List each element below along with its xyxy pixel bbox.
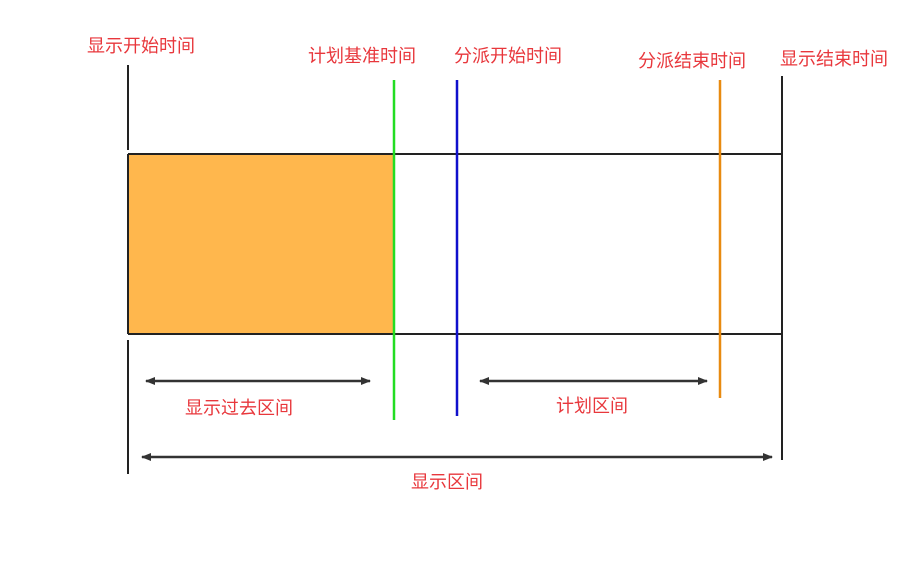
- dispatch-end-label: 分派结束时间: [638, 51, 746, 72]
- past-interval-label: 显示过去区间: [185, 398, 293, 419]
- plan-baseline-label: 计划基准时间: [308, 46, 416, 67]
- plan-interval-label: 计划区间: [556, 396, 628, 417]
- display-interval-label: 显示区间: [411, 472, 483, 493]
- past-interval-block: [128, 154, 394, 334]
- display-end-label: 显示结束时间: [780, 49, 888, 70]
- display-start-label: 显示开始时间: [87, 36, 195, 57]
- dispatch-start-label: 分派开始时间: [454, 46, 562, 67]
